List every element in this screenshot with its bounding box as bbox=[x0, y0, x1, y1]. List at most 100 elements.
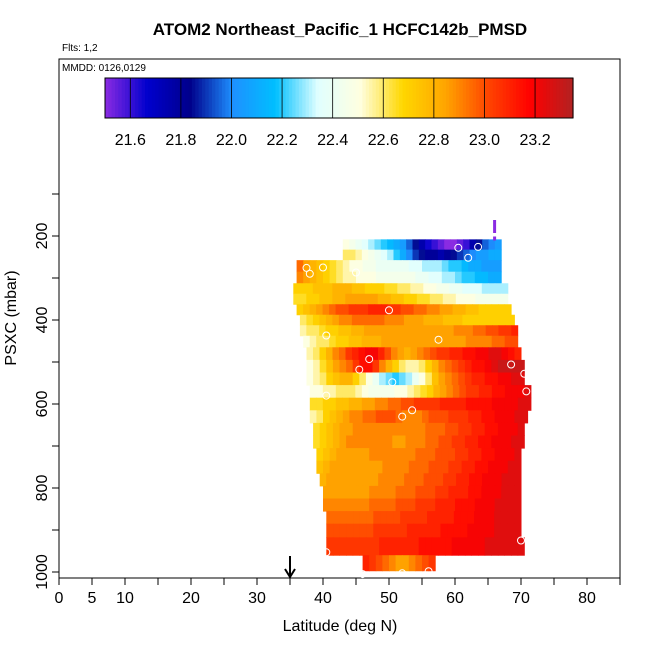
heatmap-cell bbox=[448, 410, 456, 424]
heatmap bbox=[293, 239, 532, 572]
heatmap-cell bbox=[316, 410, 324, 424]
heatmap-cell bbox=[435, 460, 443, 474]
heatmap-cell bbox=[494, 448, 502, 462]
heatmap-cell bbox=[481, 260, 489, 273]
heatmap-cell bbox=[408, 325, 416, 337]
heatmap-cell bbox=[501, 473, 509, 487]
heatmap-cell bbox=[356, 460, 364, 474]
colorbar-swatch bbox=[131, 78, 136, 118]
heatmap-cell bbox=[373, 523, 381, 538]
y-tick-label: 600 bbox=[34, 391, 51, 418]
heatmap-cell bbox=[402, 460, 410, 474]
heatmap-cell bbox=[332, 537, 340, 556]
heatmap-cell bbox=[386, 511, 394, 525]
heatmap-cell bbox=[456, 473, 464, 487]
colorbar-swatch bbox=[459, 78, 464, 118]
heatmap-cell bbox=[448, 485, 456, 499]
heatmap-cell bbox=[339, 347, 346, 361]
heatmap-cell bbox=[431, 372, 439, 386]
heatmap-cell bbox=[524, 397, 532, 411]
sample-point bbox=[464, 253, 473, 262]
heatmap-cell bbox=[387, 335, 395, 348]
colorbar-swatch bbox=[318, 78, 323, 118]
heatmap-cell bbox=[441, 410, 449, 424]
heatmap-cell bbox=[368, 304, 376, 316]
heatmap-cell bbox=[375, 485, 383, 499]
heatmap-cell bbox=[356, 271, 364, 284]
colorbar-tick-label: 22.8 bbox=[418, 132, 449, 149]
heatmap-cell bbox=[484, 422, 492, 436]
sample-point bbox=[358, 570, 367, 579]
heatmap-cell bbox=[455, 448, 463, 462]
heatmap-cell bbox=[355, 397, 363, 411]
heatmap-cell bbox=[437, 239, 445, 251]
heatmap-cell bbox=[445, 435, 453, 449]
heatmap-cell bbox=[395, 271, 403, 284]
heatmap-cell bbox=[423, 473, 431, 487]
sample-point bbox=[454, 243, 463, 252]
heatmap-cell bbox=[488, 314, 496, 326]
heatmap-cell bbox=[313, 435, 321, 449]
heatmap-cell bbox=[338, 314, 346, 326]
heatmap-cell bbox=[498, 397, 506, 411]
colorbar-swatch bbox=[248, 78, 253, 118]
heatmap-cell bbox=[463, 239, 471, 251]
y-tick-label: 800 bbox=[34, 475, 51, 502]
heatmap-cell bbox=[395, 555, 403, 572]
heatmap-cell bbox=[342, 385, 350, 399]
heatmap-cell bbox=[465, 385, 473, 399]
heatmap-cell bbox=[389, 325, 397, 337]
heatmap-cell bbox=[491, 435, 499, 449]
heatmap-cell bbox=[410, 283, 418, 295]
heatmap-cell bbox=[507, 523, 515, 538]
heatmap-cell bbox=[326, 537, 334, 556]
colorbar: 21.6 21.8 22.0 22.2 22.4 22.6 22.8 23.0 23.2 bbox=[104, 77, 574, 149]
heatmap-cell bbox=[325, 325, 333, 337]
heatmap-cell bbox=[438, 537, 446, 556]
heatmap-cell bbox=[438, 422, 446, 436]
heatmap-cell bbox=[323, 460, 331, 474]
colorbar-swatch bbox=[245, 78, 250, 118]
heatmap-cell bbox=[433, 523, 441, 538]
heatmap-cell bbox=[488, 271, 496, 284]
heatmap-cell bbox=[422, 271, 430, 284]
sample-point bbox=[355, 365, 364, 374]
heatmap-cell bbox=[332, 372, 340, 386]
colorbar-swatch bbox=[355, 78, 360, 118]
heatmap-cell bbox=[501, 283, 509, 295]
heatmap-cell bbox=[422, 448, 430, 462]
heatmap-cell bbox=[524, 385, 532, 399]
heatmap-cell bbox=[342, 448, 350, 462]
heatmap-cell bbox=[375, 448, 383, 462]
colorbar-tick-label: 23.0 bbox=[469, 132, 500, 149]
heatmap-cell bbox=[514, 347, 522, 361]
heatmap-cell bbox=[428, 485, 436, 499]
heatmap-cell bbox=[316, 397, 324, 411]
heatmap-cell bbox=[413, 304, 421, 316]
heatmap-cell bbox=[494, 523, 502, 538]
heatmap-cell bbox=[405, 435, 413, 449]
heatmap-cell bbox=[452, 397, 460, 411]
heatmap-cell bbox=[455, 271, 463, 284]
colorbar-swatch bbox=[516, 78, 521, 118]
heatmap-cell bbox=[361, 335, 369, 348]
heatmap-cell bbox=[425, 239, 433, 251]
heatmap-cell bbox=[416, 314, 424, 326]
heatmap-cell bbox=[485, 304, 493, 316]
colorbar-swatch bbox=[272, 78, 277, 118]
heatmap-cell bbox=[481, 410, 489, 424]
heatmap-cell bbox=[478, 385, 486, 399]
heatmap-cell bbox=[312, 283, 320, 295]
colorbar-swatch bbox=[502, 78, 507, 118]
heatmap-cell bbox=[474, 448, 482, 462]
heatmap-cell bbox=[372, 422, 380, 436]
heatmap-cell bbox=[442, 293, 450, 305]
heatmap-cell bbox=[514, 485, 522, 499]
heatmap-cell bbox=[464, 372, 472, 386]
heatmap-cell bbox=[402, 271, 410, 284]
heatmap-cell bbox=[504, 325, 512, 337]
heatmap-cell bbox=[448, 271, 456, 284]
heatmap-cell bbox=[497, 359, 505, 373]
heatmap-cell bbox=[402, 485, 410, 499]
